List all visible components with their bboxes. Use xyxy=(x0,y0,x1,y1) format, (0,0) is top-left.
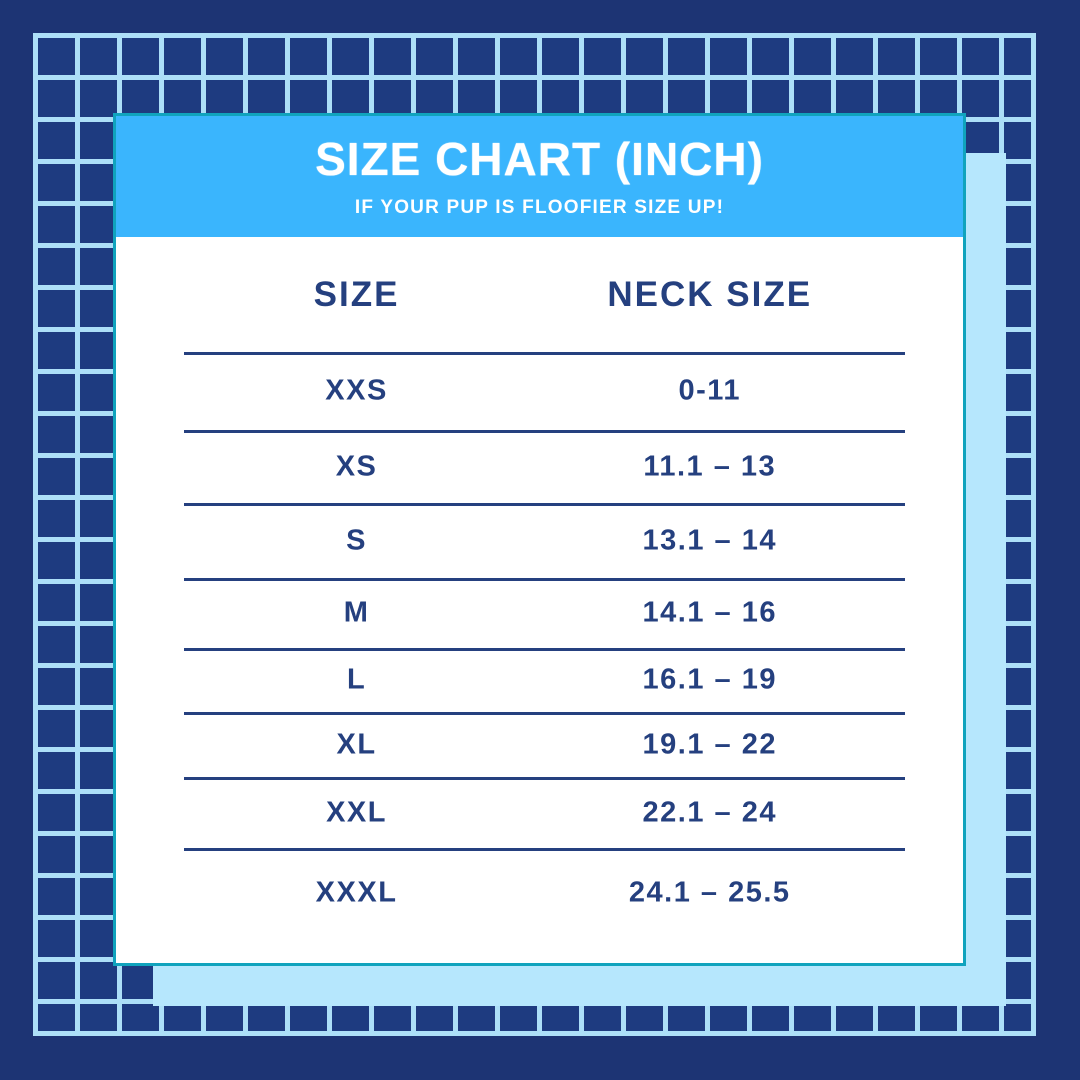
size-cell: XXXL xyxy=(315,876,398,908)
table-row-m: M 14.1 – 16 xyxy=(116,578,963,648)
card-header: SIZE CHART (INCH) IF YOUR PUP IS FLOOFIE… xyxy=(116,116,963,237)
size-cell: L xyxy=(346,663,367,696)
column-header-neck-size: NECK SIZE xyxy=(607,274,813,314)
neck-size-cell: 13.1 – 14 xyxy=(642,524,777,556)
size-cell: S xyxy=(346,524,367,556)
table-row-s: S 13.1 – 14 xyxy=(116,503,963,578)
neck-size-cell: 14.1 – 16 xyxy=(642,596,777,629)
column-header-size: SIZE xyxy=(313,274,400,314)
table-row-l: L 16.1 – 19 xyxy=(116,648,963,712)
size-cell: XS xyxy=(335,450,378,482)
table-row-xxxl: XXXL 24.1 – 25.5 xyxy=(116,848,963,963)
neck-size-cell: 19.1 – 22 xyxy=(642,728,777,760)
chart-subtitle: IF YOUR PUP IS FLOOFIER SIZE UP! xyxy=(354,197,725,219)
neck-size-cell: 24.1 – 25.5 xyxy=(628,876,791,908)
table-header-row: SIZE NECK SIZE xyxy=(116,237,963,352)
table-row-xl: XL 19.1 – 22 xyxy=(116,712,963,777)
table-row-xxs: XXS 0-11 xyxy=(116,352,963,430)
table-row-xs: XS 11.1 – 13 xyxy=(116,430,963,503)
size-table: SIZE NECK SIZE XXS 0-11 XS 11.1 – 13 S 1… xyxy=(116,237,963,963)
neck-size-cell: 11.1 – 13 xyxy=(643,450,777,482)
size-chart-card: SIZE CHART (INCH) IF YOUR PUP IS FLOOFIE… xyxy=(113,113,966,966)
neck-size-cell: 22.1 – 24 xyxy=(642,796,777,828)
size-cell: XXL xyxy=(326,796,387,828)
table-row-xxl: XXL 22.1 – 24 xyxy=(116,777,963,848)
neck-size-cell: 16.1 – 19 xyxy=(642,663,777,696)
size-cell: M xyxy=(343,596,370,629)
neck-size-cell: 0-11 xyxy=(678,374,741,407)
chart-title: SIZE CHART (INCH) xyxy=(315,132,764,185)
size-cell: XL xyxy=(336,728,377,760)
size-cell: XXS xyxy=(325,374,388,407)
